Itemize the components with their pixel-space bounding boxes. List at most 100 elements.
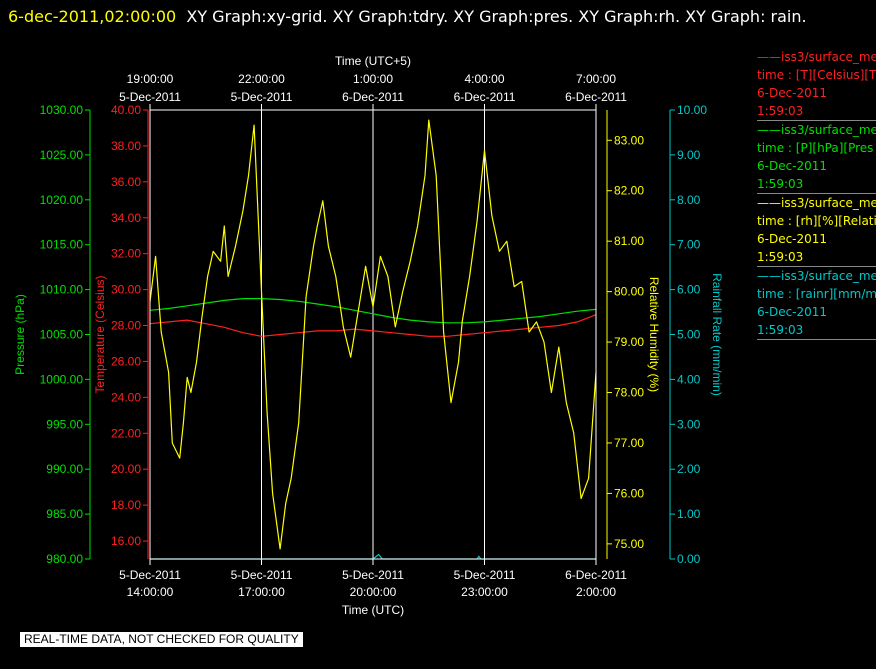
- legend-entry-line3: 6-Dec-2011: [757, 159, 828, 173]
- x-top-tick-time: 19:00:00: [127, 72, 174, 86]
- title-timestamp: 6-dec-2011,02:00:00: [8, 7, 177, 26]
- temperature-tick-label: 36.00: [111, 175, 141, 189]
- humidity-tick-label: 83.00: [614, 133, 644, 147]
- legend-entry-line2: time : [rh][%][Relati: [757, 214, 876, 228]
- humidity-axis-title: Relative Humidity (%): [647, 277, 661, 392]
- temperature-tick-label: 22.00: [111, 426, 141, 440]
- x-top-tick-time: 7:00:00: [576, 72, 616, 86]
- pressure-axis-title: Pressure (hPa): [13, 294, 27, 375]
- x-bottom-tick-date: 6-Dec-2011: [565, 568, 627, 582]
- pressure-tick-label: 1020.00: [40, 193, 84, 207]
- pressure-tick-label: 1025.00: [40, 148, 84, 162]
- rain-tick-label: 3.00: [677, 417, 701, 431]
- x-bottom-tick-time: 20:00:00: [350, 585, 397, 599]
- data-quality-disclaimer: REAL-TIME DATA, NOT CHECKED FOR QUALITY: [20, 632, 303, 647]
- temperature-tick-label: 30.00: [111, 283, 141, 297]
- legend-entry-line4: 1:59:03: [757, 323, 804, 337]
- temperature-tick-label: 32.00: [111, 247, 141, 261]
- x-top-tick-time: 1:00:00: [353, 72, 393, 86]
- pressure-tick-label: 980.00: [46, 552, 83, 566]
- x-bottom-tick-date: 5-Dec-2011: [454, 568, 516, 582]
- legend-entry-line3: 6-Dec-2011: [757, 86, 828, 100]
- x-bottom-tick-date: 5-Dec-2011: [342, 568, 404, 582]
- x-bottom-tick-time: 17:00:00: [238, 585, 285, 599]
- rain-tick-label: 1.00: [677, 507, 701, 521]
- rain-tick-label: 2.00: [677, 462, 701, 476]
- x-top-tick-date: 6-Dec-2011: [342, 90, 404, 104]
- temperature-tick-label: 18.00: [111, 498, 141, 512]
- rain-tick-label: 5.00: [677, 328, 701, 342]
- temperature-tick-label: 24.00: [111, 390, 141, 404]
- temperature-tick-label: 34.00: [111, 211, 141, 225]
- legend-entry-line4: 1:59:03: [757, 104, 804, 118]
- rain-tick-label: 4.00: [677, 372, 701, 386]
- legend-entry-line2: time : [T][Celsius][T: [757, 68, 876, 82]
- legend-entry-line1: ——iss3/surface_me: [757, 50, 876, 64]
- legend-entry-line4: 1:59:03: [757, 177, 804, 191]
- legend-entry-line3: 6-Dec-2011: [757, 232, 828, 246]
- legend: ——iss3/surface_me time : [T][Celsius][T 6-…: [757, 48, 876, 340]
- title-graph-list: XY Graph:xy-grid. XY Graph:tdry. XY Grap…: [186, 7, 807, 26]
- legend-entry-line2: time : [P][hPa][Pres: [757, 141, 874, 155]
- legend-entry-line1: ——iss3/surface_me: [757, 123, 876, 137]
- legend-entry-line1: ——iss3/surface_me: [757, 196, 876, 210]
- x-top-axis-title: Time (UTC+5): [335, 54, 411, 68]
- temperature-tick-label: 28.00: [111, 319, 141, 333]
- x-bottom-tick-date: 5-Dec-2011: [119, 568, 181, 582]
- x-top-tick-date: 6-Dec-2011: [565, 90, 627, 104]
- humidity-tick-label: 81.00: [614, 234, 644, 248]
- humidity-tick-label: 77.00: [614, 436, 644, 450]
- x-bottom-tick-date: 5-Dec-2011: [231, 568, 293, 582]
- x-top-tick-date: 6-Dec-2011: [454, 90, 516, 104]
- axis-layer: 5-Dec-2011 14:00:00 19:00:00 5-Dec-2011 5-De…: [13, 54, 724, 617]
- x-top-tick-date: 5-Dec-2011: [119, 90, 181, 104]
- legend-entry-line4: 1:59:03: [757, 250, 804, 264]
- pressure-tick-label: 1005.00: [40, 328, 84, 342]
- humidity-tick-label: 82.00: [614, 184, 644, 198]
- x-bottom-tick-time: 23:00:00: [461, 585, 508, 599]
- pressure-tick-label: 995.00: [46, 417, 83, 431]
- temperature-tick-label: 16.00: [111, 534, 141, 548]
- rain-axis-title: Rainfall Rate (mm/min): [710, 273, 724, 396]
- rain-tick-label: 9.00: [677, 148, 701, 162]
- pressure-tick-label: 1015.00: [40, 238, 84, 252]
- page-title: 6-dec-2011,02:00:00 XY Graph:xy-grid. XY…: [8, 2, 848, 31]
- x-bottom-axis-title: Time (UTC): [342, 603, 404, 617]
- temperature-tick-label: 38.00: [111, 139, 141, 153]
- temperature-axis-title: Temperature (Celsius): [93, 275, 107, 393]
- grid-layer: [261, 110, 485, 559]
- temperature-tick-label: 20.00: [111, 462, 141, 476]
- humidity-tick-label: 75.00: [614, 537, 644, 551]
- x-top-tick-time: 4:00:00: [464, 72, 504, 86]
- humidity-series-line: [149, 119, 597, 550]
- temperature-series-line: [149, 314, 597, 337]
- legend-entry-line3: 6-Dec-2011: [757, 305, 828, 319]
- pressure-tick-label: 990.00: [46, 462, 83, 476]
- humidity-tick-label: 76.00: [614, 486, 644, 500]
- humidity-tick-label: 78.00: [614, 386, 644, 400]
- rain-tick-label: 10.00: [677, 103, 707, 117]
- x-top-tick-time: 22:00:00: [238, 72, 285, 86]
- pressure-tick-label: 1000.00: [40, 372, 84, 386]
- legend-entry-line1: ——iss3/surface_me: [757, 269, 876, 283]
- x-top-tick-date: 5-Dec-2011: [231, 90, 293, 104]
- rain-tick-label: 0.00: [677, 552, 701, 566]
- pressure-tick-label: 1010.00: [40, 283, 84, 297]
- pressure-tick-label: 1030.00: [40, 103, 84, 117]
- rain-tick-label: 8.00: [677, 193, 701, 207]
- pressure-series-line: [149, 298, 597, 324]
- humidity-tick-label: 79.00: [614, 335, 644, 349]
- legend-entry-line2: time : [rainr][mm/mi: [757, 287, 876, 301]
- rain-tick-label: 6.00: [677, 283, 701, 297]
- rain-tick-label: 7.00: [677, 238, 701, 252]
- temperature-tick-label: 40.00: [111, 103, 141, 117]
- pressure-tick-label: 985.00: [46, 507, 83, 521]
- humidity-tick-label: 80.00: [614, 285, 644, 299]
- x-bottom-tick-time: 2:00:00: [576, 585, 616, 599]
- x-bottom-tick-time: 14:00:00: [127, 585, 174, 599]
